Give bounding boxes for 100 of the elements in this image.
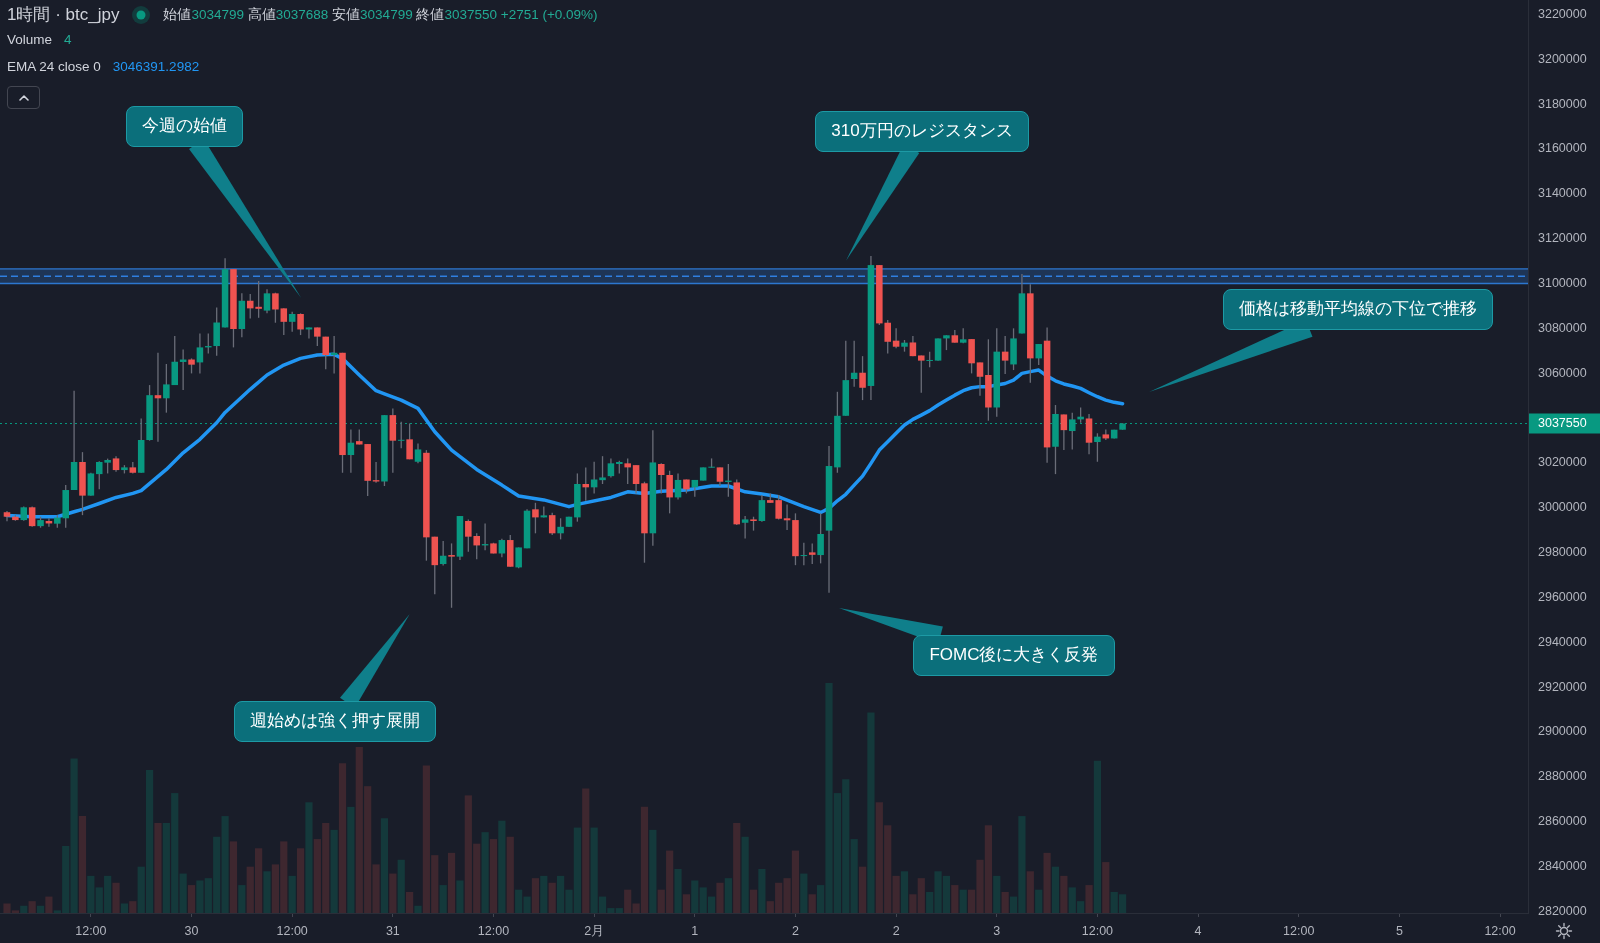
- y-tick-label: 3000000: [1538, 500, 1587, 515]
- bar: [330, 829, 338, 913]
- y-tick-label: 2820000: [1538, 903, 1587, 918]
- y-tick-label: 2860000: [1538, 814, 1587, 829]
- candlestick: [557, 517, 564, 541]
- bar: [481, 832, 489, 913]
- y-tick-label: 2840000: [1538, 859, 1587, 874]
- bar: [498, 820, 506, 913]
- candlestick: [892, 327, 900, 349]
- y-tick-label: 3160000: [1538, 141, 1587, 156]
- candlestick: [859, 355, 866, 401]
- y-tick-label: 3100000: [1538, 275, 1587, 290]
- bar: [1085, 885, 1093, 913]
- candlestick: [288, 311, 296, 333]
- bar: [1051, 866, 1060, 913]
- bar: [406, 891, 414, 913]
- candlestick: [196, 332, 204, 375]
- bar: [296, 848, 305, 913]
- candlestick: [272, 292, 279, 324]
- candlestick: [1001, 335, 1009, 375]
- bar: [414, 905, 422, 913]
- x-tick-label: 30: [184, 923, 199, 938]
- bar: [1102, 862, 1110, 913]
- x-tick-label: 12:00: [1283, 923, 1315, 938]
- bar: [263, 871, 271, 913]
- y-tick-label: 3060000: [1538, 365, 1587, 380]
- bar: [78, 816, 87, 913]
- bar: [741, 836, 749, 913]
- x-tick-label: 1: [691, 923, 699, 938]
- bar: [548, 882, 556, 913]
- bar: [909, 894, 917, 913]
- annotation: 週始めは強く押す展開: [234, 700, 436, 742]
- candlestick: [448, 542, 455, 609]
- y-tick-label: 3180000: [1538, 96, 1587, 111]
- candlestick: [548, 512, 556, 536]
- x-tick-label: 12:00: [1484, 923, 1516, 938]
- bar: [456, 880, 464, 913]
- x-tick-label: 2: [791, 923, 799, 938]
- candlestick: [372, 461, 380, 484]
- bar: [179, 873, 187, 913]
- candlestick: [406, 422, 413, 460]
- candlestick: [657, 462, 665, 495]
- bar: [1060, 875, 1068, 913]
- x-tick-label: 3: [993, 923, 1001, 938]
- bar: [120, 903, 129, 913]
- y-tick-label: 2880000: [1538, 769, 1587, 784]
- annotation: 3046391.2982: [112, 59, 200, 74]
- y-tick-label: 2980000: [1538, 545, 1587, 560]
- candlestick: [280, 307, 288, 336]
- bar: [229, 841, 238, 913]
- bar: [380, 818, 389, 913]
- candlestick: [599, 455, 606, 485]
- x-tick-label: 31: [385, 923, 400, 938]
- candlestick: [1094, 432, 1101, 463]
- bar: [724, 878, 732, 913]
- annotation: 310万円のレジスタンス: [815, 110, 1029, 152]
- candlestick: [758, 494, 766, 523]
- candlestick: [263, 288, 271, 314]
- bar: [489, 839, 498, 913]
- bar: [1001, 891, 1009, 913]
- bar: [850, 839, 858, 913]
- y-tick-label: 2920000: [1538, 679, 1587, 694]
- bar: [36, 905, 45, 913]
- candlestick: [632, 464, 640, 495]
- candlestick: [305, 326, 313, 340]
- candlestick: [808, 542, 816, 565]
- candlestick: [590, 461, 598, 495]
- x-tick-label: 12:00: [477, 923, 510, 938]
- candlestick: [322, 335, 329, 371]
- x-tick-label: 5: [1395, 923, 1403, 938]
- bar: [900, 871, 909, 913]
- bar: [691, 880, 699, 913]
- candlestick: [582, 466, 590, 502]
- bar: [1093, 760, 1102, 913]
- candlestick: [976, 361, 984, 397]
- bar: [682, 894, 691, 913]
- bar: [129, 901, 137, 913]
- x-tick-label: 2: [892, 923, 900, 938]
- candlestick: [934, 337, 942, 362]
- bar: [582, 788, 590, 913]
- candlestick: [817, 512, 824, 565]
- bar: [993, 875, 1001, 913]
- y-tick-label: 2900000: [1538, 724, 1587, 739]
- candlestick: [1035, 343, 1042, 366]
- bar: [951, 885, 959, 913]
- candlestick: [716, 466, 724, 487]
- candlestick: [666, 470, 673, 514]
- y-tick-label: 2940000: [1538, 634, 1587, 649]
- x-tick-label: 12:00: [1081, 923, 1114, 938]
- bar: [397, 859, 405, 913]
- ref-line-label: 3037550: [1538, 416, 1587, 431]
- y-tick-label: 3120000: [1538, 231, 1587, 246]
- bar: [716, 882, 724, 913]
- y-tick-label: 3220000: [1538, 6, 1587, 21]
- bar: [238, 885, 246, 913]
- annotation: 今週の始値: [125, 105, 243, 147]
- annotation: 価格は移動平均線の下位で推移: [1223, 288, 1493, 330]
- x-tick-label: 4: [1194, 923, 1202, 938]
- bar: [1026, 871, 1034, 913]
- bar: [28, 901, 36, 913]
